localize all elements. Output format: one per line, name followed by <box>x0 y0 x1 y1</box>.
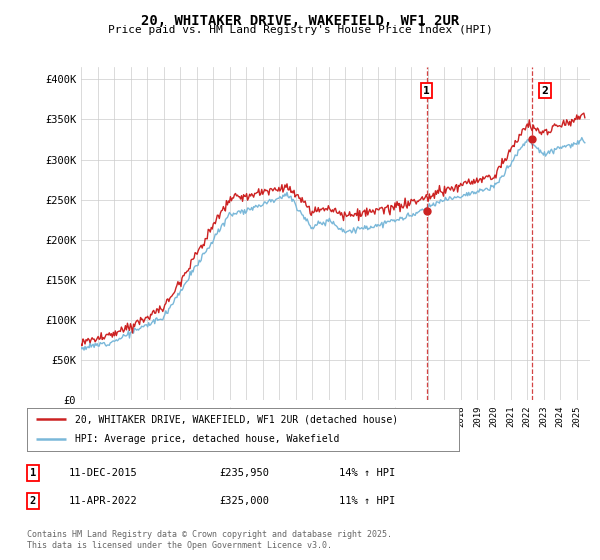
Text: 11-DEC-2015: 11-DEC-2015 <box>69 468 138 478</box>
Text: 20, WHITAKER DRIVE, WAKEFIELD, WF1 2UR (detached house): 20, WHITAKER DRIVE, WAKEFIELD, WF1 2UR (… <box>74 414 398 424</box>
Text: Contains HM Land Registry data © Crown copyright and database right 2025.
This d: Contains HM Land Registry data © Crown c… <box>27 530 392 550</box>
Text: 2: 2 <box>30 496 36 506</box>
Text: 2: 2 <box>541 86 548 96</box>
Text: Price paid vs. HM Land Registry's House Price Index (HPI): Price paid vs. HM Land Registry's House … <box>107 25 493 35</box>
Text: £325,000: £325,000 <box>219 496 269 506</box>
Text: 1: 1 <box>423 86 430 96</box>
Text: 1: 1 <box>30 468 36 478</box>
Text: 20, WHITAKER DRIVE, WAKEFIELD, WF1 2UR: 20, WHITAKER DRIVE, WAKEFIELD, WF1 2UR <box>141 14 459 28</box>
Text: 11-APR-2022: 11-APR-2022 <box>69 496 138 506</box>
Text: £235,950: £235,950 <box>219 468 269 478</box>
Text: HPI: Average price, detached house, Wakefield: HPI: Average price, detached house, Wake… <box>74 434 339 444</box>
Text: 14% ↑ HPI: 14% ↑ HPI <box>339 468 395 478</box>
Text: 11% ↑ HPI: 11% ↑ HPI <box>339 496 395 506</box>
